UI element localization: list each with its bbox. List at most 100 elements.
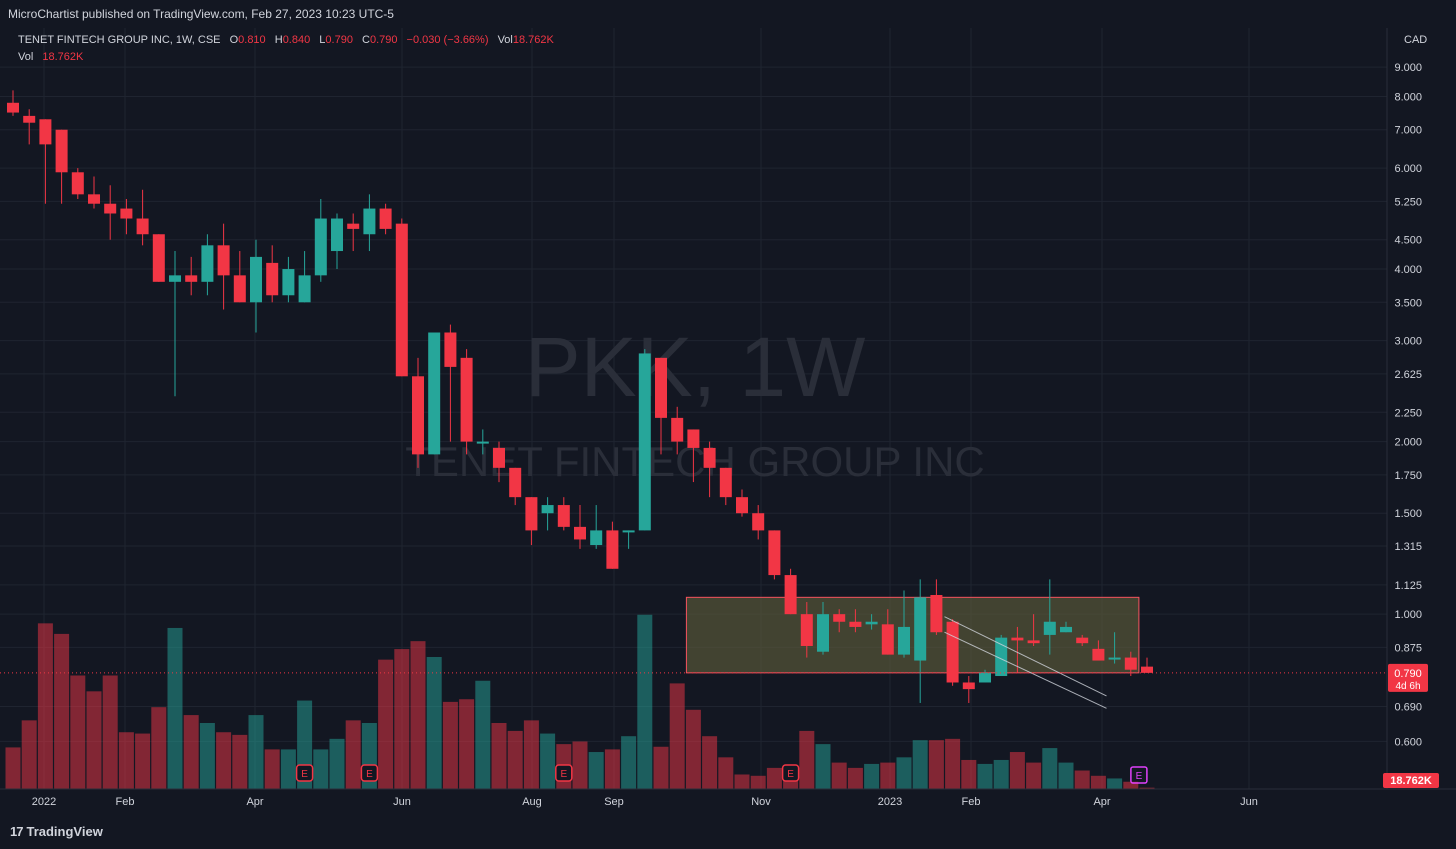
candle-body (152, 234, 165, 282)
descending-channel (944, 616, 1107, 709)
candle (703, 441, 716, 498)
candle (185, 256, 198, 296)
price-ticks: 9.000 8.000 7.000 6.000 5.250 4.500 4.000 3.500… (1394, 62, 1422, 748)
candle-body (476, 441, 489, 444)
candle (557, 497, 570, 531)
volume-legend-label: Vol (18, 51, 34, 63)
candle (282, 256, 295, 303)
candle-body (266, 262, 279, 296)
tradingview-logo[interactable]: 17 TradingView (10, 824, 103, 839)
candle-body (898, 626, 910, 655)
volume-bar (815, 744, 831, 789)
published-text: MicroChartist published on TradingView.c… (8, 7, 394, 21)
time-label: 2023 (878, 796, 902, 808)
candle-body (493, 447, 505, 468)
volume-bar (216, 732, 232, 789)
volume-bar (864, 763, 880, 789)
time-label: Feb (962, 796, 981, 808)
volume-bar (945, 738, 961, 789)
volume-bar (264, 749, 280, 789)
volume-bar (540, 733, 556, 789)
volume-bar (1026, 762, 1042, 789)
candle (460, 349, 473, 455)
candle (152, 234, 165, 282)
volume-bar (345, 720, 361, 789)
publisher-bar: MicroChartist published on TradingView.c… (0, 0, 1456, 28)
volume-bar (1123, 781, 1139, 789)
time-label: Aug (522, 796, 542, 808)
candle (930, 579, 943, 635)
candle-body (71, 172, 84, 195)
price-tick-label: 0.875 (1394, 642, 1422, 654)
volume-bar (653, 746, 669, 789)
volume-bar (491, 723, 507, 789)
volume-bar (1107, 778, 1123, 789)
candle-body (169, 275, 181, 282)
candle-body (784, 575, 797, 615)
ohlc-open-key: O (229, 34, 239, 46)
volume-bar (313, 749, 329, 789)
candle-body (671, 417, 684, 442)
candles (7, 90, 1153, 703)
volume-bar (118, 732, 134, 789)
volume-badge: 18.762K (1383, 773, 1439, 788)
future-earnings-icon (1130, 766, 1148, 784)
price-tick-label: 3.000 (1394, 336, 1422, 348)
candle-body (914, 597, 927, 661)
ohlc-low-key: L (319, 34, 326, 46)
time-label: Sep (604, 796, 624, 808)
volume-bar (70, 675, 86, 789)
candle (671, 406, 684, 455)
candle-body (833, 614, 846, 622)
candle (574, 505, 586, 549)
volume-bar (232, 734, 248, 789)
tradingview-logo-icon: 17 (10, 824, 24, 839)
price-tick-label: 0.690 (1394, 702, 1422, 714)
candle-body (1076, 637, 1089, 644)
earnings-marker: E (360, 764, 379, 782)
price-tick-label: 8.000 (1394, 91, 1422, 103)
candle (736, 489, 748, 517)
channel-line (944, 616, 1107, 697)
volume-bar (766, 767, 782, 789)
candle-body (1060, 626, 1072, 633)
chart-background (0, 28, 1456, 815)
candle-body (881, 624, 894, 655)
candle (898, 590, 910, 658)
volume-key: Vol (497, 34, 513, 46)
candle (1141, 657, 1153, 673)
candle-body (736, 497, 748, 514)
volume-bars (5, 614, 1155, 789)
candle (1124, 651, 1137, 677)
candle (136, 189, 149, 246)
candle-body (655, 357, 667, 418)
candle-body (1092, 648, 1105, 661)
candle (1011, 626, 1024, 673)
price-axis-background (1387, 28, 1456, 815)
volume-badge-value: 18.762K (1390, 775, 1432, 787)
volume-bar (912, 740, 928, 789)
time-label: Jun (1240, 796, 1258, 808)
volume-bar (442, 701, 458, 789)
time-label: Nov (751, 796, 771, 808)
candle-body (995, 637, 1008, 677)
candle-body (185, 275, 198, 282)
candle (719, 467, 732, 506)
volume-bar (394, 649, 410, 789)
candle (201, 234, 214, 296)
candle (849, 609, 862, 633)
ohlc-high-key: H (274, 34, 283, 46)
candle (120, 198, 133, 235)
volume-bar (507, 730, 523, 789)
volume-bar (1139, 787, 1155, 789)
future-earnings-letter: E (1136, 771, 1143, 782)
volume-bar (475, 680, 491, 789)
candle-body (962, 682, 975, 690)
candle-body (217, 245, 230, 276)
candle (606, 521, 619, 569)
candle (817, 602, 829, 655)
candle (88, 176, 100, 209)
change-value: −0.030 (−3.66%) (406, 34, 489, 46)
